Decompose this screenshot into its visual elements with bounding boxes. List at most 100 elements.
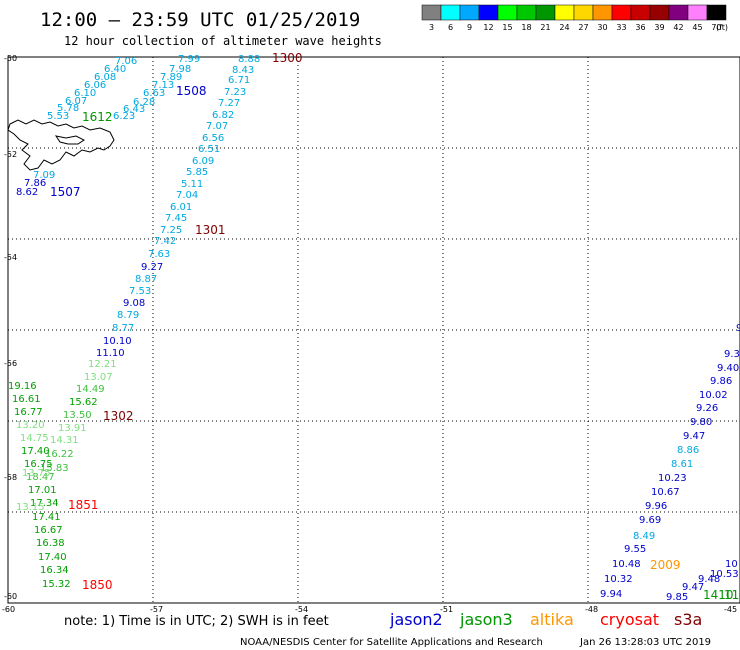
time-label: 1300 bbox=[272, 51, 303, 65]
swh-value: 6.23 bbox=[113, 111, 135, 122]
legend-swatch-label: 6 bbox=[448, 23, 453, 32]
swh-value: 13.07 bbox=[84, 372, 113, 383]
lat-label: -60 bbox=[4, 592, 17, 601]
lon-label: -60 bbox=[2, 605, 15, 614]
legend-swatch bbox=[478, 4, 499, 21]
swh-value: 8.62 bbox=[16, 187, 38, 198]
swh-value: 9.94 bbox=[600, 589, 622, 600]
swh-value: 6.01 bbox=[170, 202, 192, 213]
swh-value: 12.21 bbox=[88, 359, 117, 370]
swh-value: 7.99 bbox=[178, 54, 200, 65]
time-label: 1302 bbox=[103, 409, 134, 423]
legend-swatch bbox=[421, 4, 442, 21]
swh-value: 7.53 bbox=[129, 286, 151, 297]
swh-value: 9.85 bbox=[666, 592, 688, 603]
swh-value: 11.10 bbox=[96, 348, 125, 359]
lat-label: -58 bbox=[4, 473, 17, 482]
swh-value: 8.87 bbox=[135, 274, 157, 285]
swh-value: 6.56 bbox=[202, 133, 224, 144]
swh-value: 17.40 bbox=[21, 446, 50, 457]
swh-value: 6.28 bbox=[133, 97, 155, 108]
legend-s3a: s3a bbox=[674, 610, 702, 629]
swh-value: 10.02 bbox=[699, 390, 728, 401]
legend-swatch-label: 18 bbox=[521, 23, 531, 32]
legend-swatch bbox=[706, 4, 727, 21]
time-label: 1508 bbox=[176, 84, 207, 98]
swh-value: 14.75 bbox=[20, 433, 49, 444]
legend-swatch bbox=[554, 4, 575, 21]
time-label: 1612 bbox=[82, 110, 113, 124]
legend-swatch-label: 39 bbox=[654, 23, 664, 32]
legend-swatch bbox=[459, 4, 480, 21]
lat-label: -52 bbox=[4, 150, 17, 159]
swh-value: 9.47 bbox=[683, 431, 705, 442]
swh-value: 7.89 bbox=[160, 72, 182, 83]
legend-jason3: jason3 bbox=[459, 610, 513, 629]
swh-value: 19.16 bbox=[8, 381, 37, 392]
time-label: 1301 bbox=[195, 223, 226, 237]
legend-swatch bbox=[687, 4, 708, 21]
swh-value: 7.04 bbox=[176, 190, 198, 201]
lat-label: -56 bbox=[4, 359, 17, 368]
swh-value: 9.27 bbox=[141, 262, 163, 273]
legend-swatch bbox=[535, 4, 556, 21]
swh-value: 5.78 bbox=[57, 103, 79, 114]
lon-label: -48 bbox=[585, 605, 598, 614]
time-label: 1410 bbox=[703, 588, 734, 602]
legend-swatch bbox=[611, 4, 632, 21]
legend-swatch bbox=[649, 4, 670, 21]
legend-swatch-label: 36 bbox=[635, 23, 645, 32]
legend-swatch-label: 33 bbox=[616, 23, 626, 32]
legend-swatch bbox=[573, 4, 594, 21]
legend-swatch-label: 15 bbox=[502, 23, 512, 32]
swh-tracks: 8.888.436.717.237.276.827.076.566.516.09… bbox=[8, 51, 740, 603]
swh-value: 16.77 bbox=[14, 407, 43, 418]
swh-value: 9.69 bbox=[639, 515, 661, 526]
time-label: 2009 bbox=[650, 558, 681, 572]
swh-value: 8.43 bbox=[232, 65, 254, 76]
map-subtitle: 12 hour collection of altimeter wave hei… bbox=[64, 34, 382, 48]
swh-value: 7.27 bbox=[218, 98, 240, 109]
swh-value: 10.23 bbox=[658, 473, 687, 484]
swh-value: 7.86 bbox=[24, 178, 46, 189]
swh-value: 15.83 bbox=[40, 463, 69, 474]
swh-value: 6.09 bbox=[192, 156, 214, 167]
legend-swatch-label: 3 bbox=[429, 23, 434, 32]
swh-value: 17.40 bbox=[38, 552, 67, 563]
legend-jason2: jason2 bbox=[389, 610, 443, 629]
swh-value: 16.67 bbox=[34, 525, 63, 536]
swh-value: 9.3 bbox=[724, 349, 740, 360]
legend-swatch-label: 70 bbox=[711, 23, 721, 32]
swh-value: 10.53 bbox=[710, 569, 739, 580]
swh-value: 15.62 bbox=[69, 397, 98, 408]
legend-swatch-label: 45 bbox=[692, 23, 702, 32]
swh-value: 7.07 bbox=[206, 121, 228, 132]
swh-value: 5.85 bbox=[186, 167, 208, 178]
swh-value: 7.45 bbox=[165, 213, 187, 224]
swh-value: 8.49 bbox=[633, 531, 655, 542]
swh-value: 10.48 bbox=[612, 559, 641, 570]
swh-value: 13.20 bbox=[16, 420, 45, 431]
swh-value: 6.40 bbox=[104, 64, 126, 75]
swh-value: 9.55 bbox=[624, 544, 646, 555]
swh-value: 13.50 bbox=[63, 410, 92, 421]
swh-value: 10.67 bbox=[651, 487, 680, 498]
swh-value: 6.08 bbox=[94, 72, 116, 83]
swh-value: 13.15 bbox=[16, 502, 45, 513]
footer-timestamp: Jan 26 13:28:03 UTC 2019 bbox=[579, 637, 711, 648]
swh-value: 9.47 bbox=[682, 582, 704, 593]
footer-note: note: 1) Time is in UTC; 2) SWH is in fe… bbox=[64, 614, 329, 629]
swh-value: 6.82 bbox=[212, 110, 234, 121]
footer-credit: NOAA/NESDIS Center for Satellite Applica… bbox=[240, 637, 543, 648]
swh-value: 9 bbox=[736, 323, 740, 334]
legend-unit: (ft) bbox=[716, 23, 728, 32]
map-title: 12:00 – 23:59 UTC 01/25/2019 bbox=[40, 9, 360, 31]
legend-swatch-label: 12 bbox=[483, 23, 493, 32]
swh-value: 16.34 bbox=[40, 565, 69, 576]
legend-swatch bbox=[440, 4, 461, 21]
swh-value: 7.13 bbox=[152, 80, 174, 91]
swh-value: 10 bbox=[725, 559, 738, 570]
swh-value: 9.86 bbox=[710, 376, 732, 387]
color-scale-legend: 3 6 9 12 15 18 21 24 27 30 33 36 39 42 45 70 bbox=[421, 4, 727, 32]
